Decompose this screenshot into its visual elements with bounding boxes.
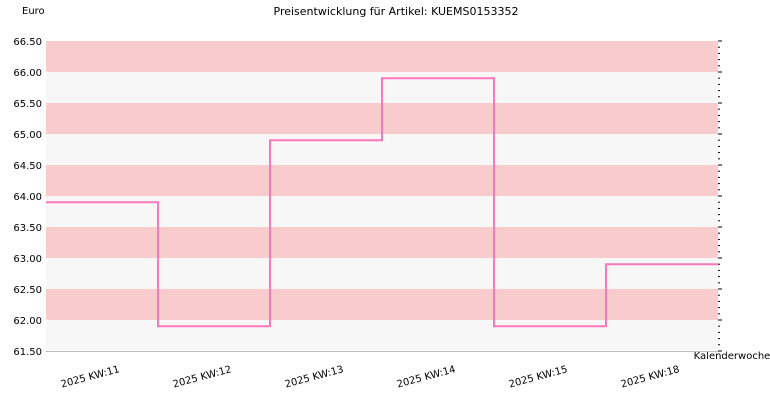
background-band [46, 41, 718, 72]
y-tick-label: 66.50 [13, 37, 42, 48]
price-series [46, 77, 718, 328]
x-tick-label: 2025 KW:18 [620, 364, 681, 390]
x-tick-label: 2025 KW:12 [172, 364, 233, 390]
x-tick-label: 2025 KW:13 [284, 364, 345, 390]
background-band [46, 227, 718, 258]
x-tick-label: 2025 KW:11 [60, 364, 121, 390]
y-tick-label: 66.00 [13, 68, 42, 79]
y-axis-ticks: 66.50 66.00 65.50 65.00 64.50 64.00 63.50 63.00… [13, 37, 722, 358]
background-band [46, 289, 718, 320]
x-axis-ticks: 2025 KW:11 2025 KW:12 2025 KW:13 2025 KW:14… [60, 364, 681, 390]
background-band [46, 165, 718, 196]
y-tick-label: 63.00 [13, 254, 42, 265]
background-band [46, 320, 718, 351]
y-axis-label: Euro [22, 6, 45, 17]
y-tick-label: 65.50 [13, 99, 42, 110]
y-tick-label: 62.00 [13, 316, 42, 327]
y-tick-label: 61.50 [13, 347, 42, 358]
x-tick-label: 2025 KW:14 [396, 364, 457, 390]
y-tick-label: 63.50 [13, 223, 42, 234]
x-tick-label: 2025 KW:15 [508, 364, 569, 390]
price-step-line [46, 77, 718, 328]
background-band [46, 258, 718, 289]
x-axis-label: Kalenderwoche [694, 351, 770, 362]
y-tick-label: 65.00 [13, 130, 42, 141]
y-tick-label: 64.50 [13, 161, 42, 172]
y-tick-label: 62.50 [13, 285, 42, 296]
chart-title: Preisentwicklung für Artikel: KUEMS01533… [274, 5, 519, 18]
background-band [46, 196, 718, 227]
y-tick-label: 64.00 [13, 192, 42, 203]
